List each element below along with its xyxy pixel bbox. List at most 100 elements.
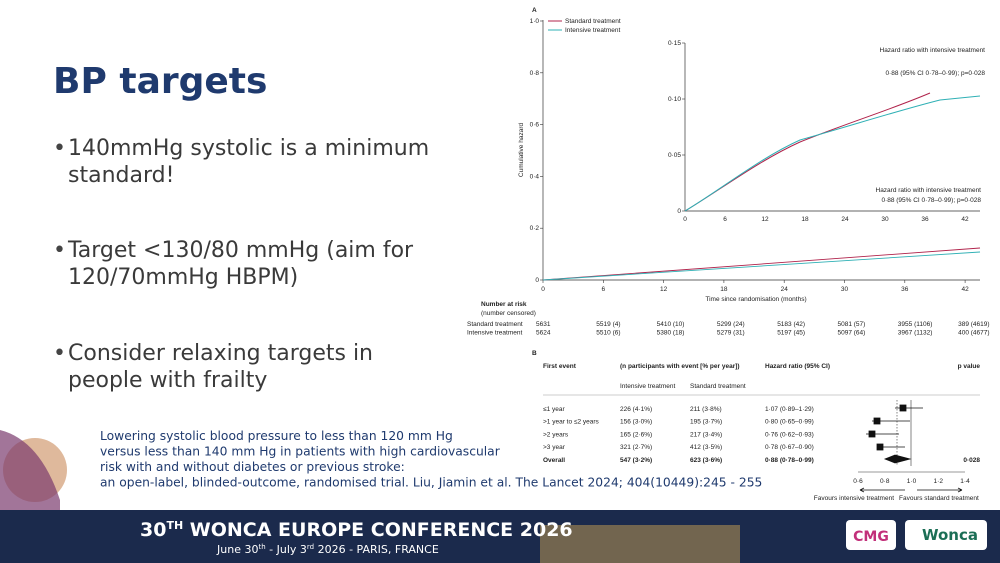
x-tick-label: 42 xyxy=(961,216,969,223)
figure-panel-b: B First event (n participants with event [… xyxy=(532,350,980,502)
y-tick-label: 0·2 xyxy=(530,225,540,232)
banner-dates: June 30th - July 3rd 2026 - PARIS, FRANC… xyxy=(216,543,439,556)
bullet-text: 140mmHg systolic is a minimum standard! xyxy=(68,136,429,188)
table-cell: 0·88 (0·78–0·99) xyxy=(765,457,814,464)
headline-value: 0·88 (95% CI 0·78–0·99); p=0·028 xyxy=(885,70,985,77)
x-tick-label: 18 xyxy=(720,286,728,293)
logo-text: Wonca xyxy=(922,526,978,544)
x-tick-label: 18 xyxy=(801,216,809,223)
risk-title: Number at risk xyxy=(481,301,527,308)
forest-plot xyxy=(859,404,963,493)
banner-title: 30TH WONCA EUROPE CONFERENCE 2026 xyxy=(140,519,573,541)
risk-value: 3967 (1132) xyxy=(898,330,933,337)
decoration xyxy=(0,430,60,510)
x-axis-label: Time since randomisation (months) xyxy=(705,296,806,303)
table-cell: Overall xyxy=(543,457,565,464)
risk-value: 5081 (57) xyxy=(838,321,866,328)
table-cell: 0·80 (0·65–0·99) xyxy=(765,419,814,426)
y-axis-label: Cumulative hazard xyxy=(518,123,525,178)
favours-label: Favours intensive treatment xyxy=(814,495,894,502)
risk-value: 3955 (1106) xyxy=(898,321,933,328)
y-tick-label: 0·8 xyxy=(530,70,540,77)
banner-dates-part: 2026 - PARIS, FRANCE xyxy=(314,543,439,556)
column-header: p value xyxy=(958,363,981,370)
panel-label: B xyxy=(532,350,537,357)
table-cell: 0·76 (0·62–0·93) xyxy=(765,431,814,438)
panel-label: A xyxy=(532,7,537,14)
risk-value: 5197 (45) xyxy=(777,330,805,337)
x-tick-label: 0·8 xyxy=(880,478,890,485)
banner-dates-part: June 30 xyxy=(216,543,258,556)
x-tick-label: 30 xyxy=(841,286,849,293)
column-subheader: Standard treatment xyxy=(690,383,746,390)
y-tick-label: 0·4 xyxy=(530,173,540,180)
logo-background xyxy=(905,520,987,550)
x-tick-label: 0·6 xyxy=(853,478,863,485)
risk-value: 5631 xyxy=(536,321,551,328)
risk-value: 400 (4677) xyxy=(958,330,989,337)
table-cell: 321 (2·7%) xyxy=(620,444,652,451)
column-header: (n participants with event [% per year]) xyxy=(620,363,740,370)
banner-dates-part: rd xyxy=(307,543,314,551)
skyline-decoration xyxy=(540,525,740,563)
logo-background xyxy=(846,520,896,550)
table-cell: 0·78 (0·67–0·90) xyxy=(765,444,814,451)
inset-background xyxy=(676,38,982,216)
risk-row-label: Standard treatment xyxy=(467,321,523,328)
x-tick-label: 1·4 xyxy=(960,478,970,485)
risk-value: 5410 (10) xyxy=(657,321,685,328)
banner-title-part: TH xyxy=(166,519,183,532)
x-tick-label: 12 xyxy=(761,216,769,223)
logo-text: CMG xyxy=(853,529,889,545)
x-tick-label: 42 xyxy=(961,286,969,293)
table-cell: 195 (3·7%) xyxy=(690,419,722,426)
inset-note: 0·88 (95% CI 0·78–0·99); p=0·028 xyxy=(881,197,981,204)
x-tick-label: 0 xyxy=(541,286,545,293)
risk-value: 5299 (24) xyxy=(717,321,745,328)
risk-value: 5624 xyxy=(536,330,551,337)
y-tick-label: 0·6 xyxy=(530,122,540,129)
table-cell: 547 (3·2%) xyxy=(620,457,652,464)
x-tick-label: 1·2 xyxy=(934,478,944,485)
y-tick-label: 0·15 xyxy=(668,40,681,47)
table-cell: 211 (3·8%) xyxy=(690,406,722,413)
x-tick-label: 12 xyxy=(660,286,668,293)
headline: Hazard ratio with intensive treatment xyxy=(880,47,986,54)
x-tick-label: 0 xyxy=(683,216,687,223)
risk-value: 5183 (42) xyxy=(777,321,805,328)
table-cell: 0·028 xyxy=(963,457,980,464)
table-cell: 1·07 (0·89–1·29) xyxy=(765,406,814,413)
legend-label: Intensive treatment xyxy=(565,27,620,34)
risk-value: 389 (4619) xyxy=(958,321,989,328)
y-tick-label: 1·0 xyxy=(530,18,540,25)
y-tick-label: 0 xyxy=(535,277,539,284)
legend-label: Standard treatment xyxy=(565,18,621,25)
table-cell: 165 (2·6%) xyxy=(620,431,652,438)
x-tick-label: 30 xyxy=(881,216,889,223)
table-cell: >3 year xyxy=(543,444,566,451)
bullet-marker: • xyxy=(53,341,66,366)
risk-value: 5279 (31) xyxy=(717,330,745,337)
x-tick-label: 1·0 xyxy=(907,478,917,485)
x-tick-label: 24 xyxy=(781,286,789,293)
column-header: Hazard ratio (95% CI) xyxy=(765,363,830,370)
citation-text: Lowering systolic blood pressure to less… xyxy=(100,429,762,490)
banner-dates-part: th xyxy=(258,543,265,551)
inset-note: Hazard ratio with intensive treatment xyxy=(876,187,982,194)
y-tick-label: 0·10 xyxy=(668,96,681,103)
risk-value: 5519 (4) xyxy=(596,321,620,328)
bullet-marker: • xyxy=(53,238,66,263)
table-cell: ≤1 year xyxy=(543,406,565,413)
banner-title-part: WONCA EUROPE CONFERENCE 2026 xyxy=(183,519,572,541)
banner-dates-part: - July 3 xyxy=(266,543,307,556)
citation: Lowering systolic blood pressure to less… xyxy=(100,429,762,490)
y-tick-label: 0 xyxy=(677,208,681,215)
table-cell: 156 (3·0%) xyxy=(620,419,652,426)
risk-row-label: Intensive treatment xyxy=(467,330,522,337)
banner-title-part: 30 xyxy=(140,519,166,541)
risk-value: 5380 (18) xyxy=(657,330,685,337)
table-cell: 623 (3·6%) xyxy=(690,457,722,464)
slide-title: BP targets xyxy=(53,61,267,102)
bullet-marker: • xyxy=(53,136,66,161)
bullet-text: Consider relaxing targets in people with … xyxy=(68,341,373,393)
